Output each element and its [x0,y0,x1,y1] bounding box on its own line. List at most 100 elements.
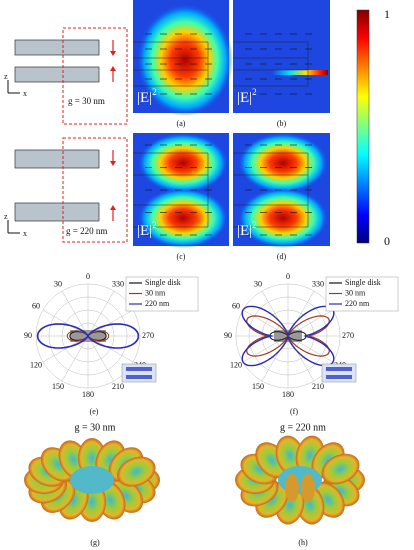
quantity: |E| [137,90,152,106]
angle-label: 150 [52,382,64,391]
hotspot [273,70,328,75]
arrow-head [110,205,116,210]
polar-spoke [287,290,315,337]
angle-label: 60 [232,301,240,310]
field-label: |E|2 [137,220,157,239]
axes [7,220,20,234]
field-map: |E|2 [133,133,229,248]
disk [14,149,100,169]
legend-label: Single disk [145,278,181,287]
hotspot [238,188,328,248]
angle-label: 180 [282,390,294,399]
angle-label: 180 [82,390,94,399]
axis-label: x [23,229,27,238]
polar-plot: 0306090120150180210240270300330Single di… [224,272,399,399]
polar-spoke [261,290,289,337]
angle-label: 90 [224,331,232,340]
quantity: |E| [237,223,252,239]
arrow-head [110,161,116,166]
inset-disk [326,367,352,371]
polar-plot: 0306090120150180210240270300330Single di… [24,272,199,399]
far-field-title: g = 220 nm [280,422,326,433]
core [278,466,322,494]
inset-disk [326,375,352,379]
axes [7,80,20,94]
panel-label: (h) [298,538,308,547]
inset-disk [126,367,152,371]
quantity: |E| [137,223,152,239]
panel-label: (d) [277,252,287,261]
power: 2 [252,87,257,97]
far-field-title: g = 30 nm [75,422,116,433]
polar-spoke [87,290,115,337]
angle-label: 120 [30,360,42,369]
angle-label: 150 [252,382,264,391]
angle-label: 210 [112,382,124,391]
angle-label: 330 [112,280,124,289]
far-field-pattern: g = 220 nm [235,422,365,525]
axis-label: x [23,89,27,98]
arrow-head [110,51,116,56]
field-label: |E|2 [237,87,257,106]
petal [321,453,360,485]
inset [321,363,357,383]
radiation-pattern [246,315,330,357]
angle-label: 90 [24,331,32,340]
angle-label: 120 [230,360,242,369]
field-label: |E|2 [237,220,257,239]
panel-label: (b) [277,119,287,128]
panel-label: (g) [90,538,100,547]
polar-spoke [87,335,115,382]
field-label: |E|2 [137,87,157,106]
gap-label: g = 30 nm [68,96,105,106]
legend-label: 220 nm [145,299,170,308]
core [70,466,114,494]
far-field-pattern: g = 30 nm [24,422,160,522]
angle-label: 30 [254,280,262,289]
hotspot [238,133,328,193]
axis-label: z [4,72,8,81]
disk [14,202,100,222]
legend-label: Single disk [345,278,381,287]
radiation-pattern [241,305,335,367]
panel-label: (f) [290,407,298,416]
polar-spoke [61,290,89,337]
legend-label: 30 nm [145,288,166,297]
angle-label: 270 [142,331,154,340]
colorbar [356,9,370,244]
core-lobe [301,474,315,502]
core-lobe [285,474,299,502]
legend-label: 220 nm [345,299,370,308]
colorbar-max: 1 [384,7,390,21]
colorbar-min: 0 [384,234,390,248]
angle-label: 330 [312,280,324,289]
axis-label: z [4,212,8,221]
polar-spoke [287,335,315,382]
power: 2 [252,220,257,230]
region [62,137,128,243]
gap-label: g = 220 nm [66,226,107,236]
schematic: z x g = 30 nm [4,27,128,125]
legend-label: 30 nm [345,288,366,297]
polar-spoke [61,335,89,382]
panel-label: (a) [177,119,186,128]
inset-disk [126,375,152,379]
field-map: |E|2 [133,0,233,116]
power: 2 [152,220,157,230]
angle-label: 0 [86,272,90,281]
disk [14,39,100,56]
panel-label: (c) [177,252,186,261]
angle-label: 60 [32,301,40,310]
quantity: |E| [237,90,252,106]
power: 2 [152,87,157,97]
angle-label: 210 [312,382,324,391]
arrow-head [110,66,116,71]
hotspot [137,4,233,116]
polar-spoke [261,335,289,382]
angle-label: 0 [286,272,290,281]
disk [14,66,100,83]
hotspot [138,188,228,248]
